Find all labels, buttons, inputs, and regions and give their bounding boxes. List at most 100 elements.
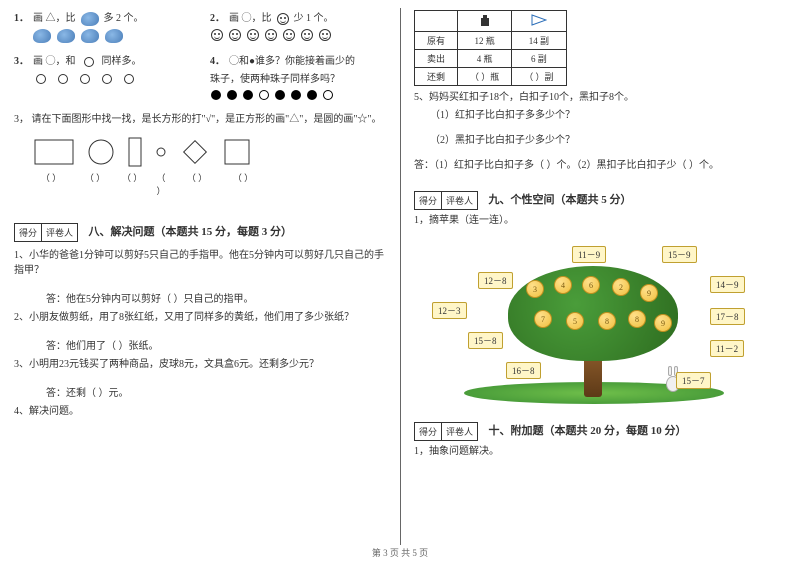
score-box: 得分 评卷人: [14, 223, 78, 242]
score-label: 得分: [15, 224, 42, 241]
cell: 14 副: [512, 32, 566, 50]
black-dot-icon: [307, 90, 317, 100]
bird-icon: [33, 29, 51, 43]
black-dot-icon: [243, 90, 253, 100]
section-10-header: 得分 评卷人 十、附加题（本题共 20 分，每题 10 分）: [414, 412, 786, 441]
cell: 卖出: [415, 50, 458, 68]
ink-bottle-icon: [478, 13, 492, 27]
column-divider: [400, 8, 401, 545]
smiley-icon: [319, 29, 331, 41]
expression-tag: 17－8: [710, 308, 745, 325]
q5-2: （2）黑扣子比白扣子少多少个？: [430, 133, 786, 148]
sun-icon: [82, 55, 96, 69]
sun-row: [32, 72, 190, 86]
sun-icon: [34, 72, 48, 86]
white-dot-icon: [323, 90, 333, 100]
score-box: 得分 评卷人: [414, 422, 478, 441]
q5-1: （1）红扣子比白扣子多多少个？: [430, 108, 786, 123]
apple: 2: [612, 278, 630, 296]
expression-tag: 15－7: [676, 372, 711, 389]
q1-num: 1．: [14, 11, 29, 26]
q2-after: 少 1 个。: [294, 11, 334, 26]
shapes-row: [34, 137, 386, 167]
rectangle-shape: [34, 139, 74, 165]
expression-tag: 15－9: [662, 246, 697, 263]
q3-text: 画 ◯，和: [33, 54, 76, 69]
apple: 9: [654, 314, 672, 332]
smiley-icon: [265, 29, 277, 41]
q2-text: 画 ◯，比: [229, 11, 272, 26]
flag-icon: [531, 14, 547, 26]
q4-mid: 珠子，使两种珠子同样多吗？: [210, 72, 386, 87]
sun-icon: [122, 72, 136, 86]
apple: 4: [554, 276, 572, 294]
cell: 原有: [415, 32, 458, 50]
smiley-row: [210, 29, 386, 41]
small-circle-shape: [156, 147, 166, 157]
inventory-table: 原有12 瓶14 副 卖出4 瓶6 副 还剩（ ）瓶（ ）副: [414, 10, 567, 86]
expression-tag: 11－9: [572, 246, 606, 263]
apple-tree-diagram: 3462975889 12－811－915－912－315－816－814－91…: [414, 232, 774, 412]
apple: 8: [598, 312, 616, 330]
apple: 7: [534, 310, 552, 328]
black-dot-icon: [211, 90, 221, 100]
section-9-title: 九、个性空间（本题共 5 分）: [489, 181, 632, 207]
bird-icon: [81, 12, 99, 26]
q1-text: 画 △，比: [33, 11, 76, 26]
q4-text: ◯和●谁多？你能接着画少的: [229, 54, 355, 69]
p9-1: 1，摘苹果（连一连）。: [414, 213, 786, 228]
apple: 8: [628, 310, 646, 328]
draw-questions-row1: 1． 画 △，比 多 2 个。 2． 画 ◯，比 少 1 个。: [14, 8, 386, 43]
th-ink: [458, 11, 512, 32]
paren: （ ）: [154, 171, 168, 197]
score-label: 得分: [415, 423, 442, 440]
paren: （ ）: [182, 171, 212, 197]
square-shape: [224, 139, 250, 165]
page-footer: 第 3 页 共 5 页: [0, 546, 800, 559]
diamond-shape: [180, 137, 210, 167]
q5-answer: 答：（1）红扣子比白扣子多（ ）个。（2）黑扣子比白扣子少（ ）个。: [414, 158, 786, 173]
cell: 12 瓶: [458, 32, 512, 50]
expression-tag: 12－3: [432, 302, 467, 319]
problem-3: 3、小明用23元钱买了两种商品，皮球8元，文具盒6元。还剩多少元？: [14, 357, 386, 372]
section-9-header: 得分 评卷人 九、个性空间（本题共 5 分）: [414, 181, 786, 210]
smiley-icon: [283, 29, 295, 41]
sun-icon: [100, 72, 114, 86]
draw-questions-row2: 3． 画 ◯，和 同样多。 4． ◯和●谁多？你能接着画少的: [14, 51, 386, 100]
problem-3-answer: 答：还剩（ ）元。: [46, 386, 386, 401]
sun-icon: [56, 72, 70, 86]
white-dot-icon: [259, 90, 269, 100]
question-3: 3． 画 ◯，和 同样多。: [14, 51, 190, 100]
expression-tag: 16－8: [506, 362, 541, 379]
bird-icon: [105, 29, 123, 43]
paren: （ ）: [122, 171, 140, 197]
beads-row: [210, 90, 386, 100]
cell: 还剩: [415, 68, 458, 86]
expression-tag: 14－9: [710, 276, 745, 293]
q3-after: 同样多。: [102, 54, 142, 69]
black-dot-icon: [275, 90, 285, 100]
expression-tag: 11－2: [710, 340, 744, 357]
problem-1: 1、小华的爸爸1分钟可以剪好5只自己的手指甲。他在5分钟内可以剪好几只自己的手指…: [14, 248, 386, 278]
section-8-title: 八、解决问题（本题共 15 分，每题 3 分）: [89, 213, 293, 239]
th-blank: [415, 11, 458, 32]
problem-1-answer: 答：他在5分钟内可以剪好（ ）只自己的指甲。: [46, 292, 386, 307]
paren-row: （ ） （ ） （ ） （ ） （ ） （ ）: [34, 171, 386, 197]
left-column: 1． 画 △，比 多 2 个。 2． 画 ◯，比 少 1 个。: [0, 0, 400, 530]
apple: 3: [526, 280, 544, 298]
th-flag: [512, 11, 566, 32]
bird-icon: [81, 29, 99, 43]
apple: 6: [582, 276, 600, 294]
cell: （ ）瓶: [458, 68, 512, 86]
q2-num: 2．: [210, 11, 225, 26]
cell: （ ）副: [512, 68, 566, 86]
q3-num: 3．: [14, 54, 29, 69]
tall-rect-shape: [128, 137, 142, 167]
expression-tag: 12－8: [478, 272, 513, 289]
grader-label: 评卷人: [42, 224, 77, 241]
section-10-title: 十、附加题（本题共 20 分，每题 10 分）: [489, 412, 687, 438]
question-1: 1． 画 △，比 多 2 个。: [14, 8, 190, 43]
bird-icon: [57, 29, 75, 43]
expression-tag: 15－8: [468, 332, 503, 349]
smiley-icon: [211, 29, 223, 41]
